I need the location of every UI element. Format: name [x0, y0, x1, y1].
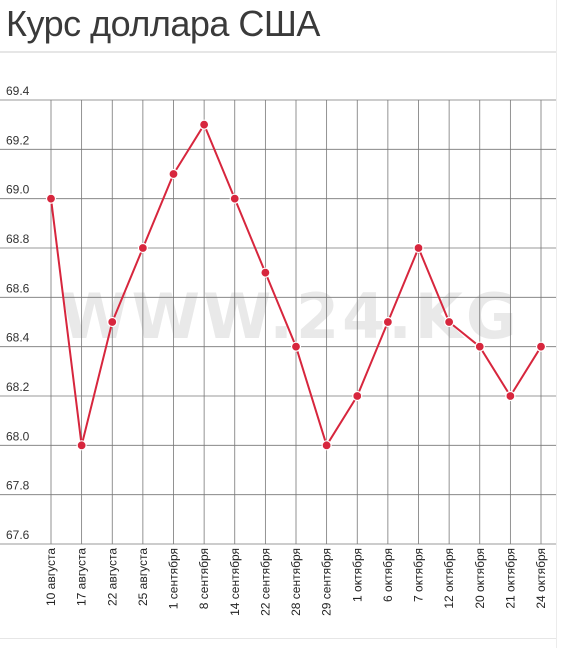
data-point	[321, 440, 332, 451]
data-point	[45, 193, 57, 204]
line-chart: WWW.24.KG 67.6 67.8 68.0 68.2 68.4 68.6 68.8 69…	[0, 84, 556, 616]
x-tick-label: 22 августа	[105, 548, 119, 606]
grid-lines	[0, 99, 556, 545]
x-tick-label: 14 сентября	[228, 548, 242, 616]
x-tick-label: 12 октября	[442, 548, 456, 609]
data-point	[199, 119, 210, 130]
y-tick-label: 69.4	[6, 84, 30, 98]
data-point	[413, 242, 424, 254]
data-point	[168, 168, 179, 180]
x-tick-label: 28 сентября	[289, 548, 303, 616]
watermark-text: WWW.24.KG	[60, 280, 519, 353]
data-point	[505, 390, 516, 402]
data-point	[352, 390, 363, 402]
data-point	[382, 316, 393, 328]
chart-title: Курс доллара США	[6, 3, 320, 44]
data-point	[535, 341, 547, 352]
x-axis-ticks: 10 августа 17 августа 22 августа 25 августа…	[44, 548, 548, 616]
x-tick-label: 21 октября	[503, 548, 517, 609]
data-point	[137, 242, 148, 254]
x-tick-label: 8 сентября	[197, 548, 211, 609]
x-tick-label: 7 октября	[412, 548, 426, 602]
y-tick-label: 68.0	[6, 429, 30, 443]
data-point	[444, 316, 455, 328]
x-tick-label: 1 октября	[350, 548, 364, 602]
x-tick-label: 6 октября	[381, 548, 395, 602]
data-point	[474, 341, 485, 352]
series-points	[45, 119, 547, 451]
title-divider	[0, 51, 556, 53]
y-tick-label: 68.8	[6, 232, 30, 246]
right-divider	[556, 0, 557, 648]
data-point	[229, 193, 240, 204]
y-tick-label: 68.6	[6, 281, 30, 295]
x-tick-label: 29 сентября	[320, 548, 334, 616]
y-tick-label: 67.6	[6, 528, 30, 542]
x-tick-label: 24 октября	[534, 548, 548, 609]
y-axis-ticks: 67.6 67.8 68.0 68.2 68.4 68.6 68.8 69.0 69.2 69.4	[6, 84, 30, 542]
y-tick-label: 69.0	[6, 183, 30, 197]
x-tick-label: 17 августа	[75, 548, 89, 606]
bottom-divider	[0, 638, 556, 639]
y-tick-label: 69.2	[6, 133, 30, 147]
data-point	[290, 341, 302, 352]
y-tick-label: 68.4	[6, 331, 30, 345]
x-tick-label: 10 августа	[44, 548, 58, 606]
x-tick-label: 1 сентября	[167, 548, 181, 609]
x-tick-label: 22 сентября	[258, 548, 272, 616]
y-tick-label: 68.2	[6, 380, 30, 394]
y-tick-label: 67.8	[6, 479, 30, 493]
data-point	[76, 440, 87, 451]
x-tick-label: 20 октября	[473, 548, 487, 609]
x-tick-label: 25 августа	[136, 548, 150, 606]
data-point	[260, 267, 271, 278]
data-point	[107, 316, 118, 328]
